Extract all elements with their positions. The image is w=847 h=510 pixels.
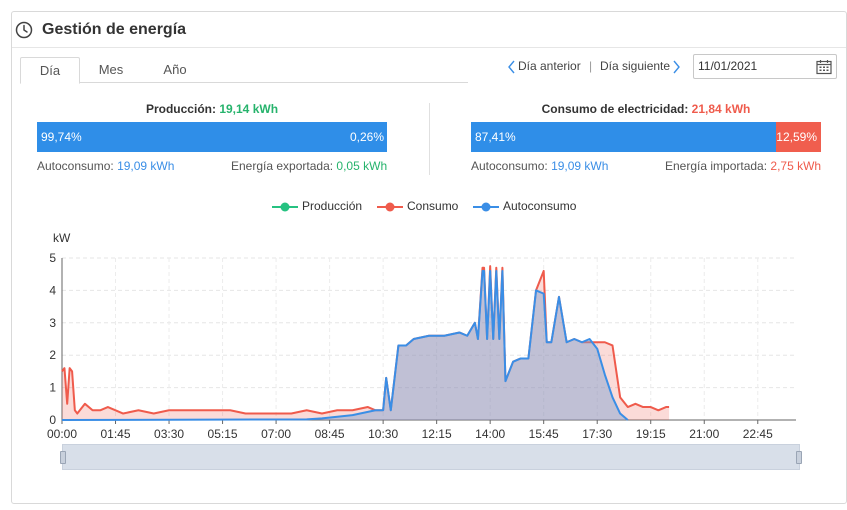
x-tick-label: 08:45 bbox=[315, 427, 345, 441]
production-bar: 99,74% 0,26% bbox=[37, 122, 387, 152]
x-tick-label: 19:15 bbox=[636, 427, 666, 441]
x-tick-label: 14:00 bbox=[475, 427, 505, 441]
page-title: Gestión de energía bbox=[42, 21, 187, 38]
chevron-right-icon bbox=[673, 60, 680, 74]
self-consumption-series-area bbox=[62, 270, 628, 420]
legend-item-self[interactable]: Autoconsumo bbox=[473, 198, 576, 214]
production-self-pct: 99,74% bbox=[41, 130, 82, 144]
nav-separator: | bbox=[589, 59, 593, 73]
legend-label-self: Autoconsumo bbox=[503, 199, 577, 213]
production-self-text: Autoconsumo: 19,09 kWh bbox=[37, 159, 174, 173]
legend-item-production[interactable]: Producción bbox=[272, 198, 362, 214]
production-export-label: Energía exportada: bbox=[231, 159, 334, 173]
consumption-series-area bbox=[62, 266, 670, 420]
chart-legend: Producción Consumo Autoconsumo bbox=[0, 198, 847, 214]
consumption-import-value: 2,75 kWh bbox=[770, 159, 822, 173]
consumption-import-segment: 12,59% bbox=[776, 122, 821, 152]
legend-label-consumption: Consumo bbox=[407, 199, 459, 213]
production-self-value: 19,09 kWh bbox=[117, 159, 175, 173]
consumption-self-label: Autoconsumo: bbox=[471, 159, 548, 173]
production-export-value: 0,05 kWh bbox=[336, 159, 388, 173]
consumption-title: Consumo de electricidad: 21,84 kWh bbox=[471, 102, 821, 116]
zoom-handle-right[interactable] bbox=[796, 451, 802, 464]
y-axis-label: kW bbox=[53, 231, 71, 245]
production-self-segment: 99,74% 0,26% bbox=[37, 122, 387, 152]
next-day-link[interactable]: Día siguiente bbox=[600, 55, 682, 77]
next-day-label: Día siguiente bbox=[600, 59, 671, 73]
legend-item-consumption[interactable]: Consumo bbox=[377, 198, 458, 214]
tab-day[interactable]: Día bbox=[20, 57, 80, 84]
y-tick-label: 1 bbox=[49, 381, 56, 395]
previous-day-label: Día anterior bbox=[518, 59, 581, 73]
x-tick-label: 12:15 bbox=[422, 427, 452, 441]
panel-header: Gestión de energía bbox=[12, 12, 846, 48]
consumption-bar: 87,41% 12,59% bbox=[471, 122, 821, 152]
x-tick-label: 15:45 bbox=[529, 427, 559, 441]
x-tick-label: 00:00 bbox=[47, 427, 77, 441]
x-tick-label: 03:30 bbox=[154, 427, 184, 441]
x-tick-label: 01:45 bbox=[101, 427, 131, 441]
legend-marker-consumption bbox=[377, 202, 403, 212]
consumption-value: 21,84 kWh bbox=[691, 102, 751, 116]
clock-icon bbox=[15, 21, 33, 39]
zoom-slider[interactable] bbox=[60, 444, 802, 470]
y-tick-label: 4 bbox=[49, 283, 56, 297]
consumption-title-label: Consumo de electricidad: bbox=[541, 102, 689, 116]
tab-year[interactable]: Año bbox=[163, 62, 187, 77]
legend-marker-production bbox=[272, 202, 298, 212]
production-self-label: Autoconsumo: bbox=[37, 159, 114, 173]
legend-marker-self bbox=[473, 202, 499, 212]
y-tick-label: 5 bbox=[49, 251, 56, 265]
y-tick-label: 2 bbox=[49, 348, 56, 362]
self-consumption-series-line bbox=[61, 269, 629, 421]
period-tabs: Día Mes Año bbox=[20, 57, 468, 84]
y-tick-label: 3 bbox=[49, 316, 56, 330]
zoom-handle-left[interactable] bbox=[60, 451, 66, 464]
date-value: 11/01/2021 bbox=[698, 59, 758, 73]
x-tick-label: 05:15 bbox=[208, 427, 238, 441]
x-tick-label: 10:30 bbox=[368, 427, 398, 441]
consumption-self-segment: 87,41% bbox=[471, 122, 777, 152]
production-export-text: Energía exportada: 0,05 kWh bbox=[231, 159, 387, 173]
production-value: 19,14 kWh bbox=[219, 102, 279, 116]
consumption-self-value: 19,09 kWh bbox=[551, 159, 609, 173]
x-tick-label: 07:00 bbox=[261, 427, 291, 441]
consumption-import-text: Energía importada: 2,75 kWh bbox=[665, 159, 821, 173]
x-tick-label: 22:45 bbox=[743, 427, 773, 441]
chevron-left-icon bbox=[508, 60, 515, 74]
section-divider bbox=[429, 103, 430, 175]
consumption-import-label: Energía importada: bbox=[665, 159, 768, 173]
calendar-icon[interactable] bbox=[816, 59, 832, 75]
previous-day-link[interactable]: Día anterior bbox=[506, 55, 581, 77]
tab-month[interactable]: Mes bbox=[98, 62, 124, 77]
date-input[interactable]: 11/01/2021 bbox=[693, 54, 837, 79]
y-tick-label: 0 bbox=[49, 413, 56, 427]
production-export-pct: 0,26% bbox=[349, 130, 384, 144]
consumption-self-text: Autoconsumo: 19,09 kWh bbox=[471, 159, 608, 173]
power-chart: 0 1 2 3 4 5 00:00 01:45 03:30 05:15 07:00 08:45 10:3… bbox=[47, 231, 796, 441]
consumption-import-pct: 12,59% bbox=[776, 130, 817, 144]
consumption-self-pct: 87,41% bbox=[475, 130, 516, 144]
x-tick-label: 17:30 bbox=[582, 427, 612, 441]
legend-label-production: Producción bbox=[302, 199, 363, 213]
production-title-label: Producción: bbox=[145, 102, 216, 116]
x-tick-label: 21:00 bbox=[689, 427, 719, 441]
production-title: Producción: 19,14 kWh bbox=[37, 102, 387, 116]
